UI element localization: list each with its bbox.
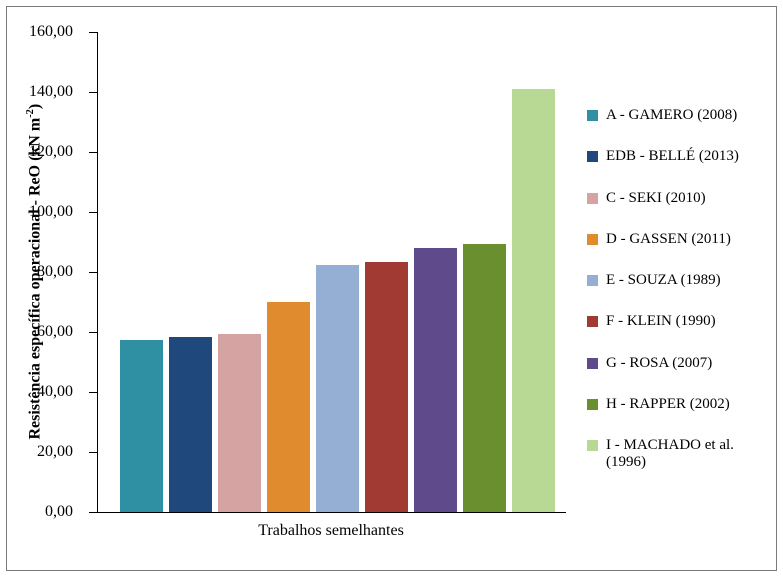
legend-item: H - RAPPER (2002) [587, 396, 777, 413]
legend-label: C - SEKI (2010) [606, 190, 777, 207]
y-tick-label: 100,00 [3, 203, 73, 221]
y-tick-mark [89, 212, 97, 213]
legend: A - GAMERO (2008) EDB - BELLÉ (2013) C - S… [587, 107, 777, 496]
bar [120, 340, 163, 513]
legend-swatch [587, 110, 598, 121]
y-tick-mark [89, 152, 97, 153]
bar [169, 337, 212, 513]
y-tick-label: 0,00 [3, 503, 73, 521]
y-tick-mark [89, 92, 97, 93]
legend-label: H - RAPPER (2002) [606, 396, 777, 413]
y-tick-label: 120,00 [3, 143, 73, 161]
legend-label: A - GAMERO (2008) [606, 107, 777, 124]
y-tick-mark [89, 392, 97, 393]
y-tick-mark [89, 32, 97, 33]
legend-label: E - SOUZA (1989) [606, 272, 777, 289]
legend-item: EDB - BELLÉ (2013) [587, 148, 777, 165]
legend-item: E - SOUZA (1989) [587, 272, 777, 289]
legend-swatch [587, 316, 598, 327]
y-tick-label: 20,00 [3, 443, 73, 461]
legend-item: F - KLEIN (1990) [587, 313, 777, 330]
y-tick-mark [89, 272, 97, 273]
plot-area [97, 32, 566, 513]
legend-swatch [587, 151, 598, 162]
y-tick-label: 160,00 [3, 23, 73, 41]
legend-swatch [587, 275, 598, 286]
bar [365, 262, 408, 513]
bar [414, 248, 457, 512]
y-tick-label: 80,00 [3, 263, 73, 281]
legend-item: D - GASSEN (2011) [587, 231, 777, 248]
legend-item: I - MACHADO et al. (1996) [587, 437, 777, 472]
legend-swatch [587, 193, 598, 204]
bar [218, 334, 261, 513]
legend-swatch [587, 440, 598, 451]
legend-swatch [587, 399, 598, 410]
bar [316, 265, 359, 513]
legend-swatch [587, 234, 598, 245]
y-tick-label: 140,00 [3, 83, 73, 101]
y-tick-label: 60,00 [3, 323, 73, 341]
legend-label: I - MACHADO et al. (1996) [606, 437, 777, 472]
y-tick-label: 40,00 [3, 383, 73, 401]
y-tick-mark [89, 512, 97, 513]
legend-item: G - ROSA (2007) [587, 355, 777, 372]
bar [267, 302, 310, 512]
y-tick-mark [89, 332, 97, 333]
legend-item: C - SEKI (2010) [587, 190, 777, 207]
bar [512, 89, 555, 512]
legend-label: F - KLEIN (1990) [606, 313, 777, 330]
legend-item: A - GAMERO (2008) [587, 107, 777, 124]
x-axis-label: Trabalhos semelhantes [258, 522, 404, 540]
legend-label: D - GASSEN (2011) [606, 231, 777, 248]
legend-label: EDB - BELLÉ (2013) [606, 148, 777, 165]
legend-swatch [587, 358, 598, 369]
legend-label: G - ROSA (2007) [606, 355, 777, 372]
y-tick-mark [89, 452, 97, 453]
chart-frame: Resistência específica operacional - ReO… [6, 6, 777, 571]
bar [463, 244, 506, 513]
